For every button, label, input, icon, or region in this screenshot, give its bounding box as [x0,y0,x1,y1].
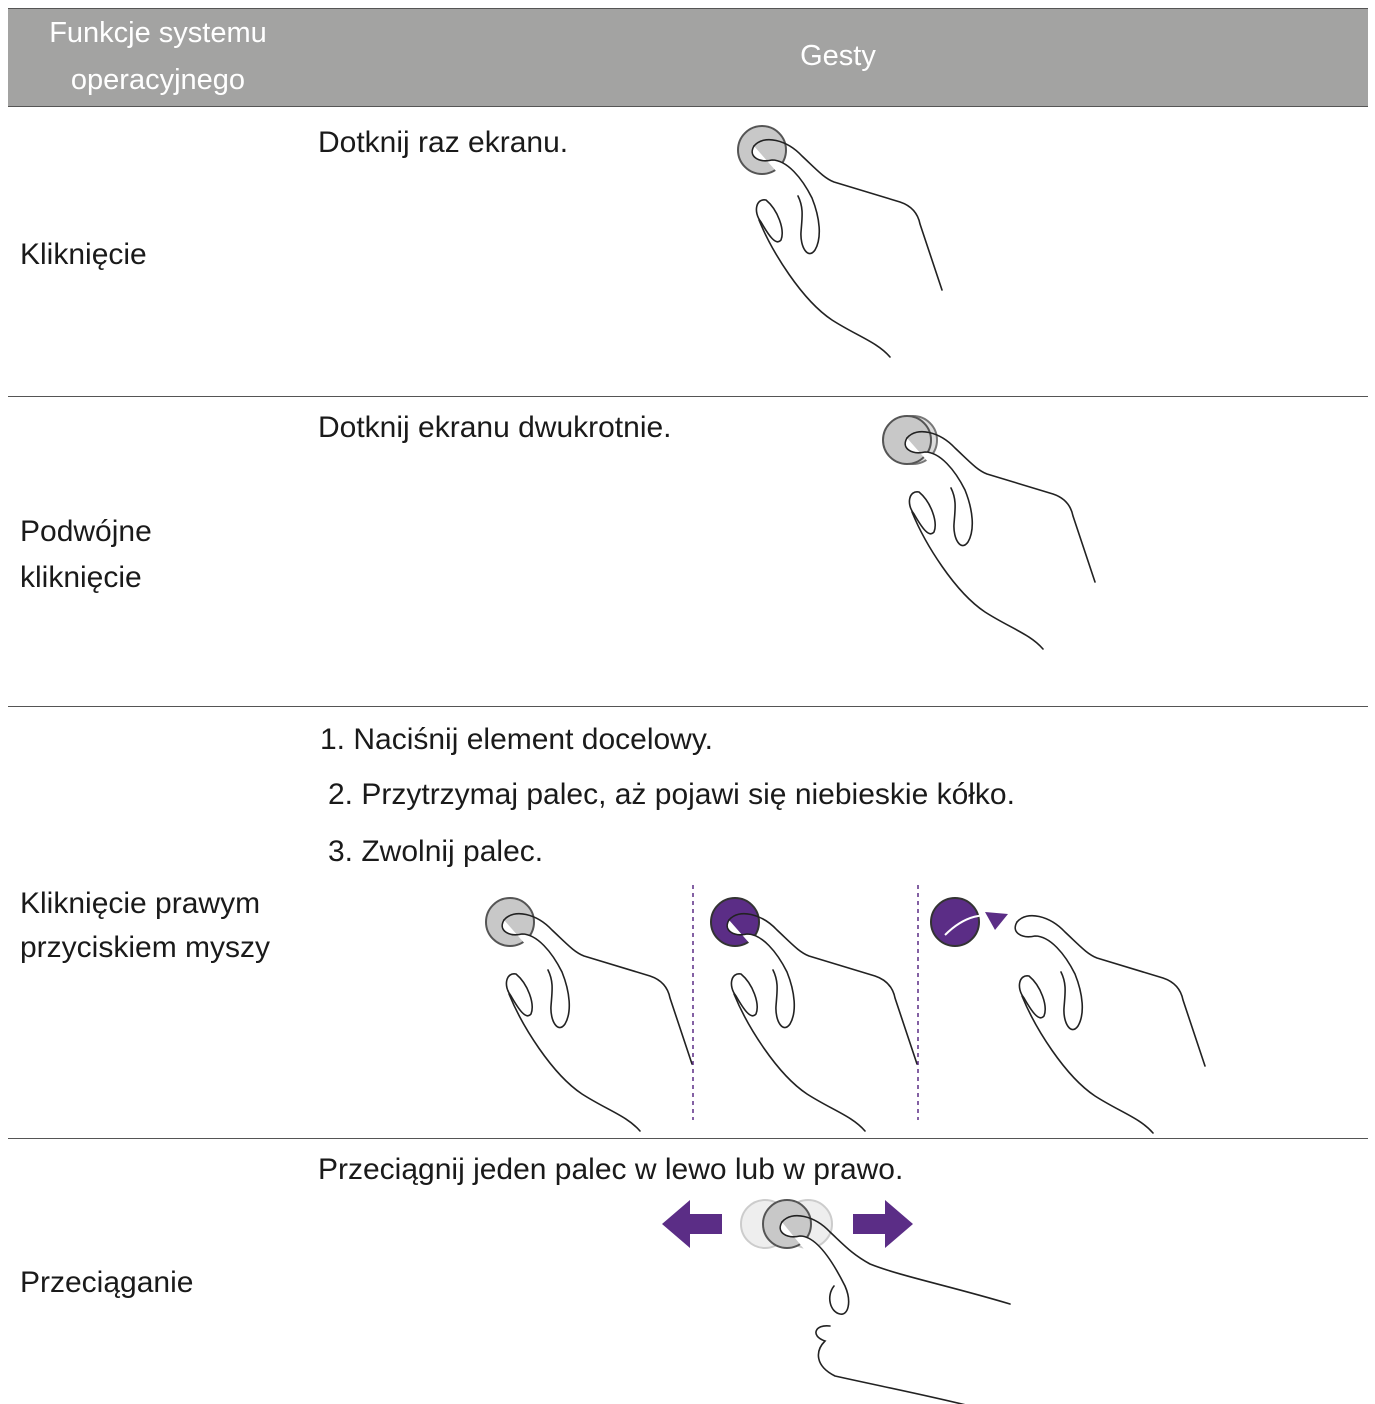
gesture-tap [737,125,943,358]
row-divider [8,706,1368,707]
instruction: 2. Przytrzymaj palec, aż pojawi się nieb… [328,778,1015,811]
row-label: Kliknięcie [20,238,147,271]
header-cell: Gesty [800,40,876,72]
header-cell: operacyjnego [70,64,246,96]
row-label: kliknięcie [20,561,142,594]
row-label: przyciskiem myszy [20,931,271,964]
header-band [8,8,1368,107]
instruction: Dotknij raz ekranu. [318,126,569,159]
row-divider [8,396,1368,397]
gesture-double-tap [882,415,1096,650]
header-cell: Funkcje systemu [49,17,267,49]
instruction: Dotknij ekranu dwukrotnie. [318,411,672,444]
gesture-right-click [485,885,1206,1134]
row-label: Podwójne [20,515,152,548]
instruction: 1. Naciśnij element docelowy. [320,723,713,756]
row-label: Przeciąganie [20,1266,194,1299]
instruction: Przeciągnij jeden palec w lewo lub w pra… [318,1153,904,1186]
row-label: Kliknięcie prawym [20,887,261,920]
instruction: 3. Zwolnij palec. [328,835,544,868]
gesture-drag [662,1199,1011,1404]
row-divider [8,1138,1368,1139]
